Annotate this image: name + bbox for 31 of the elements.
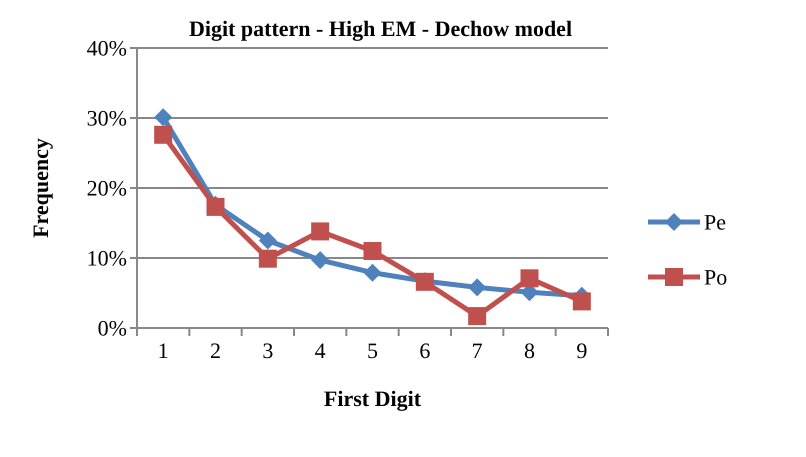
x-axis-title: First Digit	[324, 386, 422, 411]
point	[572, 292, 591, 310]
x-tick-label: 8	[524, 338, 535, 363]
x-tick-label: 3	[262, 338, 274, 363]
x-tick-label: 1	[158, 338, 169, 363]
y-tick-label: 20%	[86, 176, 127, 201]
x-tick-label: 4	[314, 338, 326, 363]
point	[468, 307, 486, 326]
y-tick-label: 0%	[98, 316, 127, 341]
point	[364, 264, 382, 282]
x-tick-label: 6	[419, 338, 430, 363]
point	[468, 278, 486, 296]
legend-label: Pe	[704, 210, 726, 235]
x-tick-label: 9	[576, 338, 588, 363]
point	[154, 108, 172, 126]
point	[311, 251, 330, 270]
point	[258, 232, 277, 250]
x-tick-label: 5	[367, 338, 378, 363]
y-tick-label: 30%	[86, 106, 127, 131]
y-tick-label: 10%	[86, 246, 127, 271]
chart-title: Digit pattern - High EM - Dechow model	[188, 16, 572, 41]
x-tick-label: 2	[210, 338, 221, 363]
point	[364, 242, 382, 260]
x-tick-label: 7	[472, 338, 483, 363]
point	[311, 222, 330, 240]
point	[520, 269, 538, 288]
point	[258, 250, 277, 268]
legend-label: Po	[704, 264, 728, 290]
point	[154, 126, 172, 144]
y-axis-title: Frequency	[28, 138, 53, 238]
y-tick-label: 40%	[86, 36, 127, 61]
